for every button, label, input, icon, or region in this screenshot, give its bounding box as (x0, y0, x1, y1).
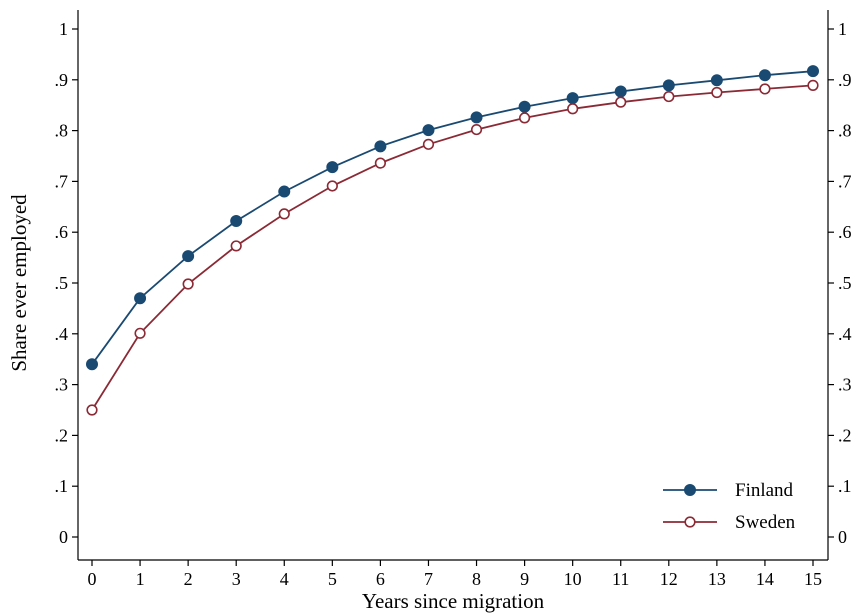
data-point (422, 138, 435, 150)
data-point (518, 100, 531, 113)
x-axis-title: Years since migration (362, 589, 545, 613)
data-point (470, 123, 483, 136)
y-tick-label-right: .9 (838, 70, 852, 90)
legend-item: Sweden (663, 512, 796, 533)
x-tick-label: 5 (328, 569, 337, 589)
x-tick-label: 15 (804, 569, 822, 589)
y-tick-label-left: 0 (59, 527, 68, 547)
x-tick-label: 9 (520, 569, 529, 589)
data-point (614, 85, 627, 98)
data-point (374, 140, 387, 153)
x-tick-label: 14 (756, 569, 774, 589)
data-point (663, 90, 675, 103)
x-tick-label: 0 (88, 569, 97, 589)
data-point (662, 79, 675, 92)
legend-marker (684, 484, 696, 496)
data-point (615, 96, 627, 108)
data-point (807, 79, 819, 91)
y-axis-title: Share ever employed (7, 194, 31, 372)
x-tick-label: 4 (280, 569, 289, 589)
data-point (470, 111, 483, 124)
y-tick-label-left: .7 (55, 171, 69, 191)
data-point (326, 161, 339, 174)
legend: Finland Sweden (663, 480, 796, 533)
y-tick-label-right: .5 (838, 273, 852, 293)
x-tick-label: 2 (184, 569, 193, 589)
data-point (710, 74, 723, 87)
data-point (86, 358, 98, 371)
y-tick-label-right: 1 (838, 19, 847, 39)
y-tick-label-right: .3 (838, 375, 852, 395)
y-tick-label-left: .8 (55, 121, 69, 141)
data-point (278, 208, 290, 220)
y-tick-label-right: .1 (838, 476, 852, 496)
series-finland (86, 65, 819, 371)
x-tick-label: 10 (564, 569, 582, 589)
x-tick-label: 11 (612, 569, 629, 589)
y-tick-label-left: .1 (55, 476, 69, 496)
y-tick-label-right: .6 (838, 222, 852, 242)
data-point (182, 278, 194, 290)
y-tick-label-right: .2 (838, 425, 852, 445)
data-point (134, 292, 147, 305)
y-tick-label-left: .4 (55, 324, 69, 344)
y-tick-label-right: .7 (838, 171, 852, 191)
axes: 0 0.1.1.2.2.3.3.4.4.5.5.6.6.7.7.8.8.9.91 1… (55, 10, 852, 589)
data-point (758, 69, 771, 82)
y-tick-label-left: .9 (55, 70, 69, 90)
data-point (759, 83, 771, 95)
data-point (374, 157, 387, 169)
y-tick-label-left: 1 (59, 19, 68, 39)
data-point (134, 327, 146, 339)
x-tick-label: 13 (708, 569, 726, 589)
data-point (230, 215, 243, 228)
x-tick-label: 6 (376, 569, 385, 589)
x-tick-label: 12 (660, 569, 678, 589)
series-line (91, 70, 814, 365)
y-tick-label-left: .6 (55, 222, 69, 242)
x-tick-label: 1 (136, 569, 145, 589)
legend-marker (684, 516, 696, 528)
y-tick-label-right: .8 (838, 121, 852, 141)
data-point (807, 65, 819, 78)
data-point (230, 240, 242, 252)
x-tick-label: 3 (232, 569, 241, 589)
data-point (326, 180, 338, 192)
y-tick-label-left: .3 (55, 375, 69, 395)
data-point (182, 250, 195, 263)
y-tick-label-right: 0 (838, 527, 847, 547)
data-point (278, 185, 291, 198)
y-tick-label-right: .4 (838, 324, 852, 344)
series-sweden (86, 79, 819, 416)
data-point (711, 86, 723, 99)
data-series (86, 65, 819, 416)
x-tick-label: 8 (472, 569, 481, 589)
y-tick-label-left: .5 (55, 273, 69, 293)
legend-label: Sweden (735, 512, 796, 533)
series-line (91, 84, 814, 411)
legend-item: Finland (663, 480, 794, 501)
data-point (518, 112, 531, 124)
data-point (422, 124, 435, 137)
y-tick-label-left: .2 (55, 425, 69, 445)
legend-label: Finland (735, 480, 794, 501)
data-point (86, 404, 98, 416)
data-point (567, 103, 579, 115)
x-tick-label: 7 (424, 569, 433, 589)
data-point (566, 92, 579, 105)
